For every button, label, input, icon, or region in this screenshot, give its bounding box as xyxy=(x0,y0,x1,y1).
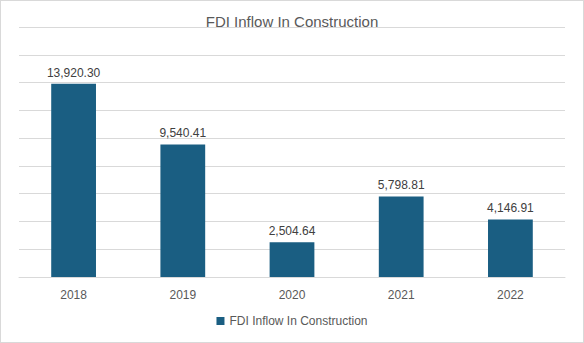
svg-text:4,146.91: 4,146.91 xyxy=(487,201,534,215)
svg-text:13,920.30: 13,920.30 xyxy=(47,66,101,80)
svg-text:FDI Inflow In Construction: FDI Inflow In Construction xyxy=(229,314,367,328)
svg-text:2021: 2021 xyxy=(388,288,415,302)
svg-text:2022: 2022 xyxy=(497,288,524,302)
svg-text:2,504.64: 2,504.64 xyxy=(269,224,316,238)
svg-text:5,798.81: 5,798.81 xyxy=(378,178,425,192)
svg-text:FDI Inflow In Construction: FDI Inflow In Construction xyxy=(206,13,379,30)
svg-text:2020: 2020 xyxy=(279,288,306,302)
svg-text:2018: 2018 xyxy=(60,288,87,302)
svg-text:2019: 2019 xyxy=(169,288,196,302)
svg-text:9,540.41: 9,540.41 xyxy=(159,126,206,140)
